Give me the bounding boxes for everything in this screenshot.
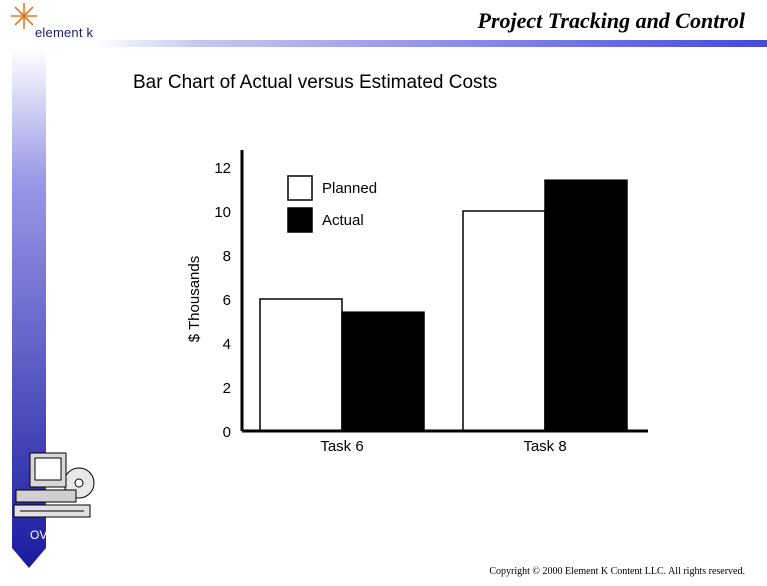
- bar-planned-task-6: [259, 298, 343, 432]
- legend-label-actual: Actual: [322, 212, 364, 229]
- y-tick-label: 6: [223, 292, 231, 309]
- chart-title: Bar Chart of Actual versus Estimated Cos…: [133, 72, 498, 93]
- y-tick-label: 12: [214, 160, 231, 177]
- bar-actual-task-8: [544, 179, 628, 432]
- starburst-logo-icon: [11, 3, 37, 29]
- copyright-notice: Copyright © 2000 Element K Content LLC. …: [489, 566, 745, 577]
- y-tick-label: 8: [223, 248, 231, 265]
- legend-swatch-planned: [287, 175, 313, 201]
- y-tick-label: 10: [214, 204, 231, 221]
- bar-actual-task-6: [341, 311, 425, 432]
- page-title: Project Tracking and Control: [477, 8, 745, 33]
- header-rule: [95, 40, 767, 47]
- y-tick-label: 4: [223, 336, 231, 353]
- x-tick-label: Task 8: [523, 438, 566, 455]
- x-tick-label: Task 6: [320, 438, 363, 455]
- y-tick-label: 0: [223, 424, 231, 441]
- bar-planned-task-8: [462, 210, 546, 432]
- logo-text: element k: [35, 25, 94, 40]
- sidebar-band: [12, 48, 46, 568]
- y-tick-label: 2: [223, 380, 231, 397]
- slide-number: OV # - 15: [30, 528, 82, 542]
- legend-label-planned: Planned: [322, 180, 377, 197]
- y-axis-label: $ Thousands: [186, 256, 203, 342]
- legend-swatch-actual: [287, 207, 313, 233]
- computer-clipart-icon: [13, 452, 95, 518]
